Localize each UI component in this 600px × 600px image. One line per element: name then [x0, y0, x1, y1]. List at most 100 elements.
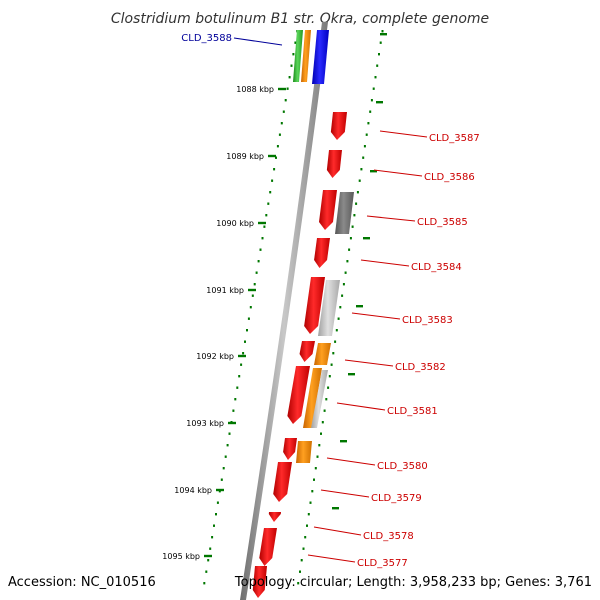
guide-dot: [372, 87, 375, 90]
guide-dot: [306, 524, 308, 527]
guide-dot: [363, 145, 366, 148]
genome-summary: Topology: circular; Length: 3,958,233 bp…: [234, 575, 592, 590]
gene-arrow-red: [259, 528, 277, 566]
gene-arrow-red: [319, 190, 337, 230]
outer-tick: [348, 373, 355, 376]
guide-dot: [234, 398, 237, 401]
guide-dot: [360, 168, 363, 171]
guide-dot: [244, 340, 246, 343]
outer-tick: [340, 440, 347, 443]
gene-leader-line: [344, 359, 394, 367]
guide-dot: [205, 570, 208, 573]
guide-dot: [348, 248, 351, 251]
guide-dot: [358, 179, 361, 182]
kbp-tick-label: 1090 kbp: [216, 219, 254, 228]
gene-label-cld_3578[interactable]: CLD_3578: [363, 531, 414, 542]
guide-dot: [309, 501, 312, 504]
guide-dot: [255, 271, 258, 274]
gene-label-cld_3580[interactable]: CLD_3580: [377, 461, 428, 472]
guide-dot: [238, 375, 241, 378]
guide-dot: [353, 214, 356, 217]
guide-dot: [330, 363, 333, 366]
accession-label: Accession: NC_010516: [8, 575, 156, 590]
outer-tick: [332, 507, 339, 510]
guide-dot: [365, 133, 368, 136]
gene-leader-line: [366, 215, 416, 222]
gene-features: [252, 30, 354, 598]
guide-dot: [349, 237, 352, 240]
guide-dot: [232, 409, 235, 412]
guide-dot: [290, 64, 293, 67]
gene-label-cld_3579[interactable]: CLD_3579: [371, 493, 422, 504]
guide-dot: [362, 156, 365, 159]
kbp-tick-label: 1091 kbp: [206, 286, 244, 295]
gene-feature-orange: [301, 30, 311, 82]
guide-dot: [216, 501, 219, 504]
gene-label-cld_3583[interactable]: CLD_3583: [402, 315, 453, 326]
dotted-guide-tracks: [203, 30, 387, 585]
guide-dot: [342, 283, 345, 286]
guide-dot: [261, 237, 264, 240]
guide-dot: [265, 214, 268, 217]
guide-dot: [228, 432, 231, 435]
guide-dot: [346, 260, 349, 263]
guide-dot: [257, 260, 260, 263]
outer-tick: [370, 170, 377, 173]
guide-dot: [351, 225, 354, 228]
gene-label-cld_3584[interactable]: CLD_3584: [411, 262, 462, 273]
gene-label-cld_3586[interactable]: CLD_3586: [424, 172, 475, 183]
gene-arrow-red: [273, 462, 292, 502]
guide-dot: [207, 559, 210, 562]
kbp-tick: [228, 421, 236, 425]
guide-dot: [341, 294, 344, 297]
guide-dot: [323, 409, 326, 412]
outer-tick: [380, 33, 387, 36]
gene-label-cld_3581[interactable]: CLD_3581: [387, 406, 438, 417]
gene-leader-line: [351, 312, 401, 320]
guide-dot: [321, 421, 324, 424]
guide-dot: [327, 386, 330, 389]
guide-dot: [335, 329, 338, 332]
kbp-tick: [258, 221, 266, 225]
guide-dot: [355, 202, 358, 205]
gene-feature-orange: [296, 441, 312, 463]
guide-dot: [276, 145, 279, 148]
guide-dot: [271, 179, 274, 182]
gene-label-cld_3582[interactable]: CLD_3582: [395, 362, 446, 373]
kbp-tick-label: 1093 kbp: [186, 419, 224, 428]
gene-leader-line: [373, 169, 423, 177]
guide-dot: [236, 386, 239, 389]
gene-label-cld_3587[interactable]: CLD_3587: [429, 133, 480, 144]
gene-feature-green: [293, 30, 303, 82]
guide-dot: [282, 110, 285, 113]
gene-label-cld_3577[interactable]: CLD_3577: [357, 558, 408, 569]
guide-dot: [328, 375, 331, 378]
guide-dot: [313, 478, 315, 481]
outer-tick: [363, 237, 370, 240]
map-title: Clostridium botulinum B1 str. Okra, comp…: [111, 11, 489, 27]
gene-label-cld_3585[interactable]: CLD_3585: [417, 217, 468, 228]
gene-leader-line: [313, 526, 362, 536]
guide-dot: [218, 490, 221, 493]
guide-dot: [379, 41, 382, 44]
guide-dot: [381, 30, 384, 33]
guide-dot: [302, 547, 305, 550]
guide-dot: [222, 467, 225, 470]
gene-label-cld_3588[interactable]: CLD_3588: [181, 33, 232, 44]
kbp-tick-label: 1094 kbp: [174, 486, 212, 495]
guide-dot: [211, 536, 214, 539]
gene-arrow-red: [299, 341, 315, 362]
kbp-tick: [204, 554, 212, 558]
gene-labels: CLD_3588 CLD_3587 CLD_3586 CLD_3585 CLD_3584…: [181, 33, 479, 569]
guide-dot: [215, 513, 217, 516]
guide-dot: [367, 122, 370, 125]
gene-feature-orange: [303, 368, 322, 428]
guide-dot: [209, 547, 212, 550]
guide-dot: [249, 306, 252, 309]
guide-dot: [311, 490, 314, 493]
kbp-tick: [248, 288, 256, 292]
gene-leader-line: [233, 37, 283, 46]
guide-dot: [226, 444, 229, 447]
guide-dot: [344, 271, 347, 274]
gene-leader-line: [320, 489, 370, 498]
